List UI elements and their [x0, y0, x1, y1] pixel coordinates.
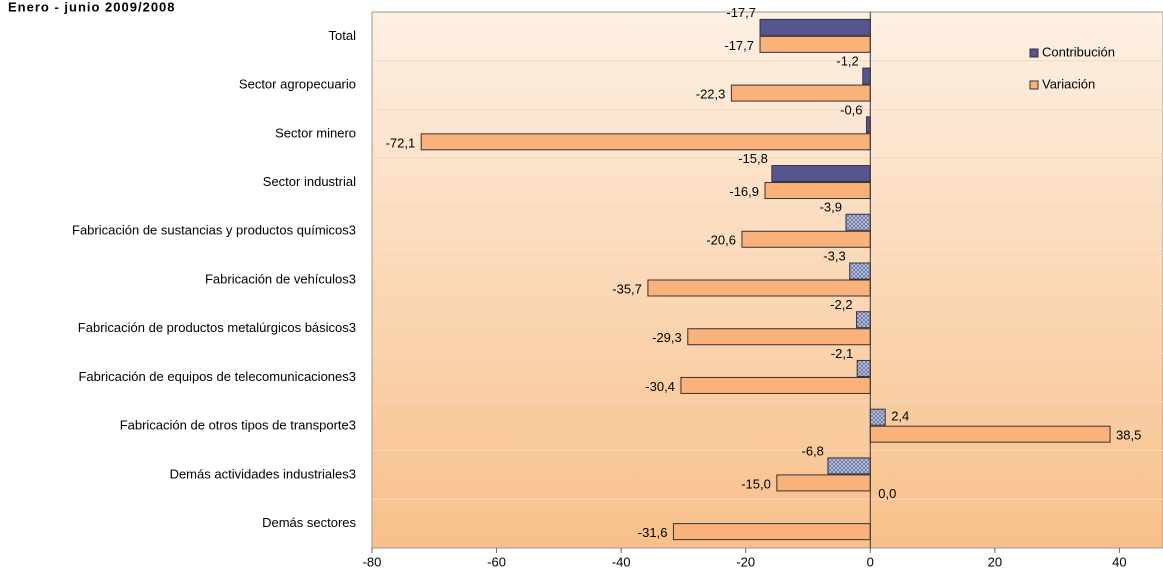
y-tick-label: Fabricación de equipos de telecomunicaci… [78, 369, 356, 384]
x-tick-label: -80 [363, 554, 382, 569]
legend-swatch [1029, 48, 1039, 58]
value-label: -22,3 [696, 87, 726, 102]
value-label: -3,9 [820, 200, 842, 215]
y-tick-label: Fabricación de sustancias y productos qu… [72, 223, 356, 238]
bar [869, 408, 886, 426]
chart-title: Enero - junio 2009/2008 [8, 0, 176, 14]
bar [672, 523, 871, 541]
x-tick-label: -60 [487, 554, 506, 569]
legend-swatch [1029, 80, 1039, 90]
value-label: -15,0 [741, 476, 771, 491]
y-tick-label: Sector industrial [263, 174, 356, 189]
value-label: -35,7 [612, 281, 642, 296]
bar [845, 213, 871, 231]
y-tick-label: Sector minero [275, 125, 356, 140]
bar [869, 425, 1111, 443]
value-label: -3,3 [823, 248, 845, 263]
legend-label: Variación [1042, 76, 1095, 91]
x-tick-label: 20 [988, 554, 1002, 569]
bar [730, 84, 871, 102]
bar [849, 262, 871, 280]
value-label: -2,2 [830, 297, 852, 312]
bar [862, 67, 871, 85]
y-tick-label: Fabricación de vehículos3 [205, 271, 356, 286]
y-tick-label: Sector agropecuario [239, 77, 356, 92]
value-label: -72,1 [386, 135, 416, 150]
y-tick-label: Fabricación de otros tipos de transporte… [120, 418, 356, 433]
bar [420, 133, 871, 151]
bar [741, 230, 871, 248]
value-label: -16,9 [729, 184, 759, 199]
value-label: -6,8 [802, 443, 824, 458]
value-label: -31,6 [638, 525, 668, 540]
bar [771, 165, 871, 183]
bar [866, 116, 871, 134]
bar [776, 474, 871, 492]
value-label: -30,4 [645, 379, 675, 394]
y-tick-label: Fabricación de productos metalúrgicos bá… [78, 320, 356, 335]
value-label: 0,0 [878, 486, 896, 501]
bar [856, 311, 871, 329]
value-label: -15,8 [738, 151, 768, 166]
value-label: -1,2 [836, 54, 858, 69]
value-label: -0,6 [840, 102, 862, 117]
value-label: -17,7 [724, 38, 754, 53]
bar [680, 376, 871, 394]
x-tick-label: 0 [867, 554, 874, 569]
bar [759, 35, 871, 53]
value-label: -2,1 [831, 346, 853, 361]
bar [856, 359, 871, 377]
bar [827, 457, 871, 475]
x-tick-label: -20 [736, 554, 755, 569]
value-label: -29,3 [652, 330, 682, 345]
bar [764, 182, 871, 200]
bar [759, 18, 871, 36]
value-label: 38,5 [1116, 428, 1141, 443]
y-tick-label: Total [329, 28, 357, 43]
x-tick-label: -40 [612, 554, 631, 569]
bar [647, 279, 871, 297]
y-tick-label: Demás sectores [262, 515, 356, 530]
value-label: 2,4 [891, 409, 909, 424]
value-label: -17,7 [726, 5, 756, 20]
legend-label: Contribución [1042, 44, 1115, 59]
x-tick-label: 40 [1112, 554, 1126, 569]
bar [687, 328, 871, 346]
value-label: -20,6 [706, 233, 736, 248]
y-tick-label: Demás actividades industriales3 [170, 466, 356, 481]
